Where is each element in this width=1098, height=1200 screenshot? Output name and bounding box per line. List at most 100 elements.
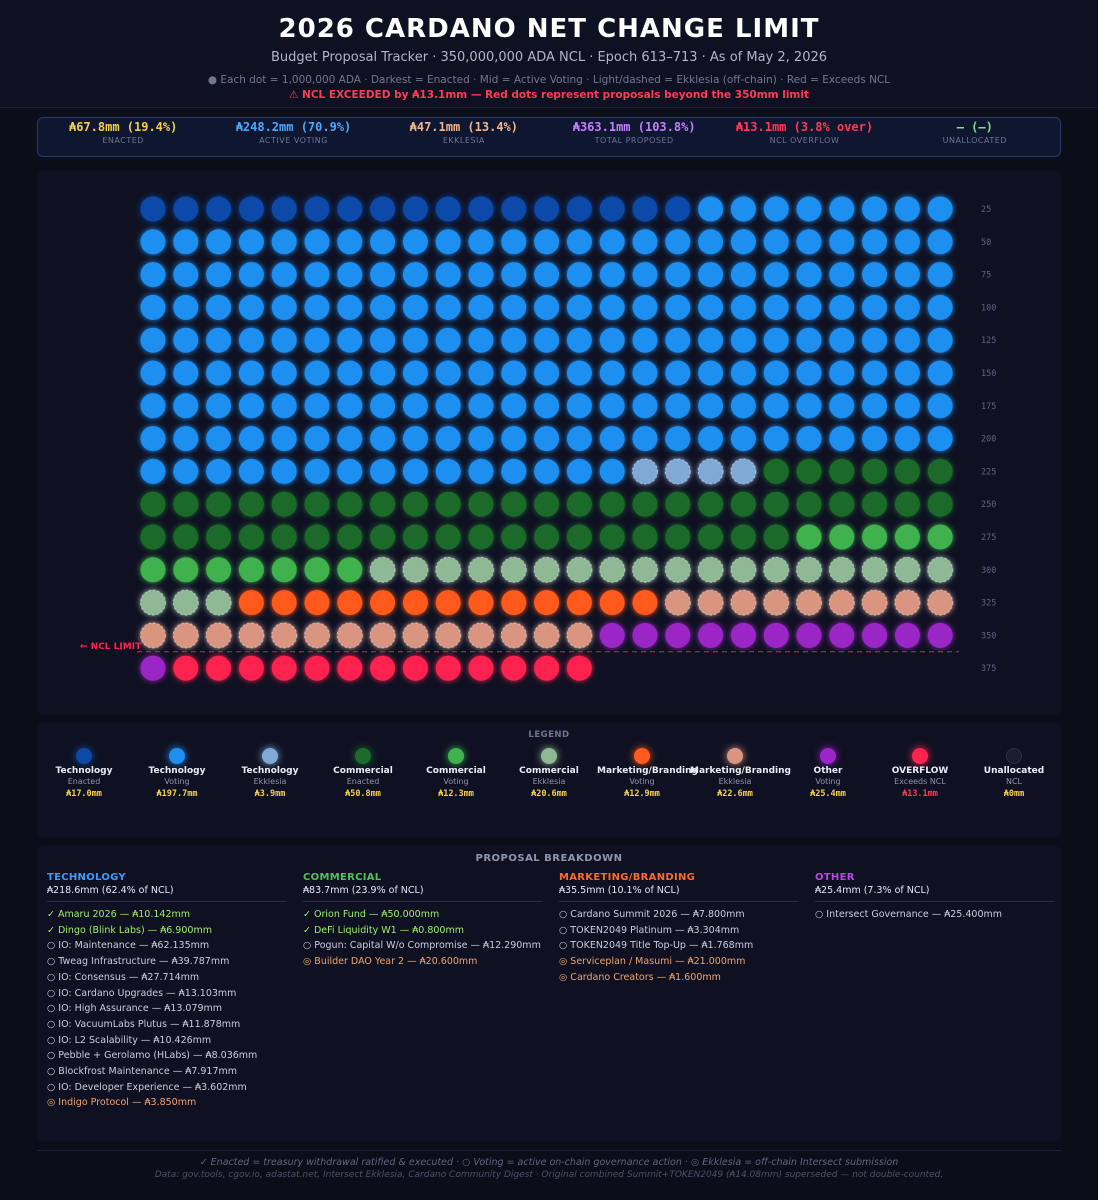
legend-status: Voting <box>815 777 841 786</box>
breakdown-commercial: COMMERCIAL ₳83.7mm (23.9% of NCL) ✓ Orio… <box>303 872 543 970</box>
row-label: 75 <box>981 271 991 281</box>
stat-label: NCL OVERFLOW <box>769 136 840 145</box>
waffle-dot <box>173 229 199 255</box>
waffle-dot <box>140 262 166 288</box>
waffle-dot <box>501 524 527 550</box>
row-label: 150 <box>981 369 996 379</box>
waffle-dot <box>862 196 888 222</box>
waffle-dot <box>862 229 888 255</box>
row-label: 350 <box>981 631 996 641</box>
waffle-dot <box>370 294 396 320</box>
legend-amount: ₳20.6mm <box>531 789 567 799</box>
legend-swatch <box>169 748 185 764</box>
page-subtitle: Budget Proposal Tracker · 350,000,000 AD… <box>270 50 828 65</box>
proposal-item: ○ IO: L2 Scalability — ₳10.426mm <box>47 1034 212 1046</box>
waffle-dot <box>599 426 625 452</box>
legend-amount: ₳25.4mm <box>810 789 846 799</box>
waffle-dot <box>796 327 822 353</box>
waffle-dot <box>173 294 199 320</box>
waffle-dot <box>501 262 527 288</box>
waffle-dot <box>271 622 298 649</box>
legend-amount: ₳3.9mm <box>254 789 286 799</box>
waffle-dot <box>173 557 199 583</box>
waffle-dot <box>534 262 560 288</box>
waffle-dot <box>730 229 756 255</box>
waffle-dot <box>501 491 527 517</box>
waffle-dot <box>796 196 822 222</box>
waffle-dot <box>501 426 527 452</box>
waffle-dot <box>862 426 888 452</box>
waffle-dot <box>500 556 527 583</box>
legend-item-commercial-enacted: Commercial Enacted ₳50.8mm <box>318 748 408 799</box>
row-label: 250 <box>981 500 996 510</box>
stat-value: ₳13.1mm (3.8% over) <box>735 120 874 134</box>
waffle-dot <box>927 458 953 484</box>
waffle-dot <box>238 426 264 452</box>
waffle-dot <box>730 196 756 222</box>
stat-active-voting: ₳248.2mm (70.9%) ACTIVE VOTING <box>208 118 378 156</box>
legend-status: Voting <box>629 777 655 786</box>
waffle-dot <box>730 262 756 288</box>
waffle-dot <box>238 327 264 353</box>
legend-name: Unallocated <box>983 766 1045 776</box>
proposal-item: ○ Pebble + Gerolamo (HLabs) — ₳8.036mm <box>47 1050 258 1062</box>
legend-item-marketing-voting: Marketing/Branding Voting ₳12.9mm <box>597 748 698 799</box>
dot-legend-note: ● Each dot = 1,000,000 ADA · Darkest = E… <box>207 74 891 86</box>
waffle-dot <box>894 589 921 616</box>
waffle-dot <box>534 458 560 484</box>
waffle-dot <box>829 426 855 452</box>
waffle-dot <box>763 294 789 320</box>
waffle-dot <box>501 196 527 222</box>
waffle-dot <box>435 590 461 616</box>
waffle-dot <box>370 229 396 255</box>
waffle-dot <box>862 458 888 484</box>
waffle-dot <box>304 491 330 517</box>
waffle-dot <box>829 229 855 255</box>
waffle-dot <box>468 655 494 681</box>
waffle-dot <box>173 655 199 681</box>
waffle-dot <box>238 590 264 616</box>
waffle-dot <box>370 327 396 353</box>
waffle-dot <box>927 393 953 419</box>
waffle-dot <box>566 196 592 222</box>
waffle-dot <box>206 655 232 681</box>
waffle-dot <box>599 622 625 648</box>
waffle-dot <box>730 491 756 517</box>
stat-unallocated: — (—) UNALLOCATED <box>890 118 1060 156</box>
proposal-item: ◎ Indigo Protocol — ₳3.850mm <box>47 1097 197 1109</box>
waffle-dot <box>927 491 953 517</box>
waffle-dot <box>501 229 527 255</box>
waffle-dot <box>698 491 724 517</box>
waffle-dot <box>632 262 658 288</box>
waffle-dot <box>271 294 297 320</box>
breakdown-technology: TECHNOLOGY ₳218.6mm (62.4% of NCL) ✓ Ama… <box>47 872 287 1111</box>
waffle-dot <box>763 556 790 583</box>
waffle-dot <box>140 524 166 550</box>
waffle-dot <box>894 327 920 353</box>
row-label: 275 <box>981 533 996 543</box>
waffle-dot <box>534 360 560 386</box>
legend-status: Voting <box>164 777 190 786</box>
waffle-dot <box>927 262 953 288</box>
waffle-dot <box>337 491 363 517</box>
waffle-dot <box>304 262 330 288</box>
waffle-dot <box>698 196 724 222</box>
waffle-dot <box>337 229 363 255</box>
waffle-dot <box>500 622 527 649</box>
waffle-dot <box>697 589 724 616</box>
waffle-dot <box>304 393 330 419</box>
waffle-dot <box>665 196 691 222</box>
waffle-dot <box>927 196 953 222</box>
waffle-dot <box>566 590 592 616</box>
header: 2026 CARDANO NET CHANGE LIMIT Budget Pro… <box>0 0 1098 108</box>
waffle-dot <box>698 262 724 288</box>
waffle-dot <box>402 458 428 484</box>
row-label: 175 <box>981 402 996 412</box>
waffle-dot <box>796 360 822 386</box>
waffle-dot <box>402 622 429 649</box>
waffle-dot <box>173 393 199 419</box>
waffle-dot <box>730 524 756 550</box>
waffle-dot <box>828 556 855 583</box>
waffle-dot <box>370 491 396 517</box>
waffle-dot <box>337 294 363 320</box>
